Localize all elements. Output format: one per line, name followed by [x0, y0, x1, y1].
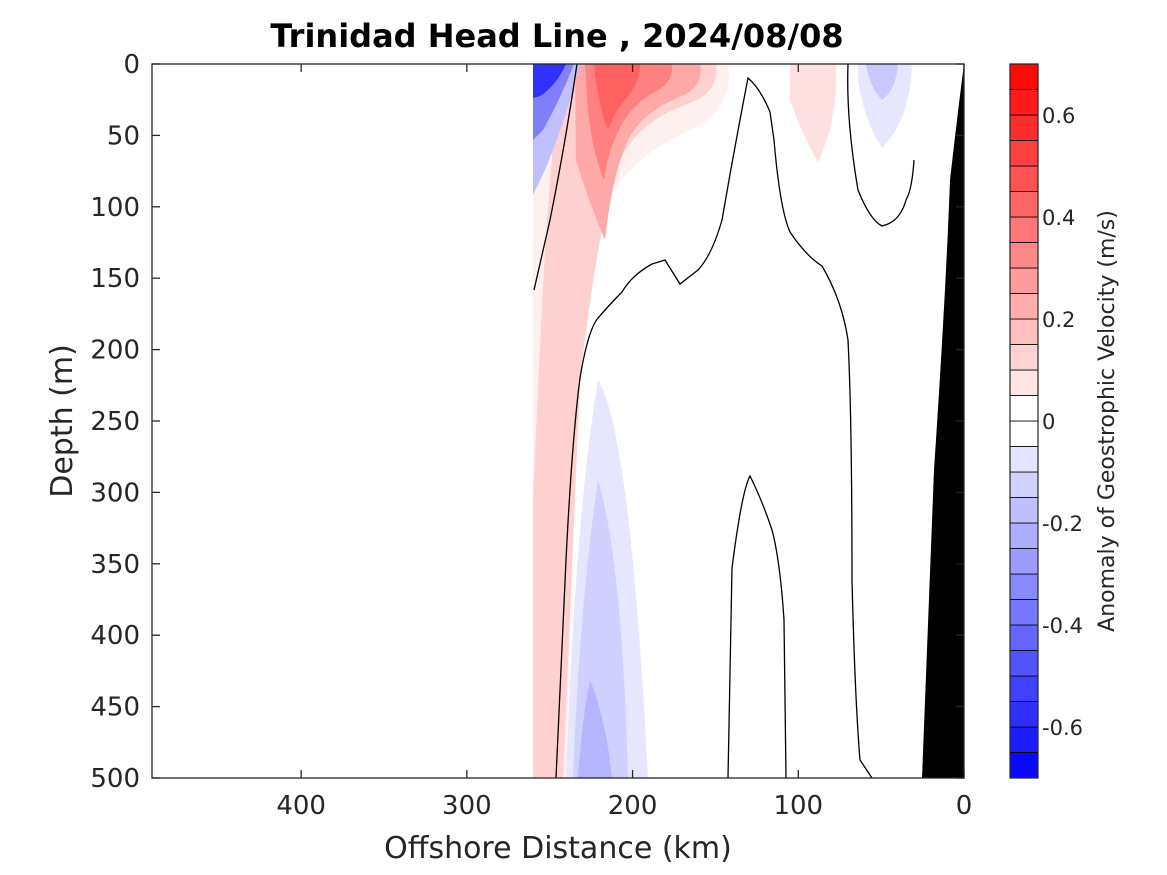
- colorbar-swatch: [1009, 140, 1039, 167]
- bathymetry: [922, 64, 964, 778]
- zero-contour-lines: [533, 63, 915, 779]
- y-axis-ticks: 0 50 100 150 200 250 300 350 400 450 500: [90, 50, 964, 794]
- colorbar: 0.6 0.4 0.2 0 -0.2 -0.4 -0.6: [1009, 63, 1083, 779]
- contour-line-inner-deep: [727, 474, 787, 779]
- y-tick-label: 350: [90, 550, 140, 580]
- velocity-contour-fills: [533, 64, 912, 778]
- colorbar-swatch: [1009, 497, 1039, 524]
- contour-line-surface-right: [847, 63, 915, 227]
- colorbar-tick-label: 0: [1042, 410, 1055, 434]
- positive-band-medium: [533, 64, 717, 778]
- x-axis-label: Offshore Distance (km): [384, 831, 732, 866]
- colorbar-swatch: [1009, 548, 1039, 575]
- surface-positive-patch: [790, 64, 837, 162]
- colorbar-swatch: [1009, 165, 1039, 192]
- x-tick-label: 0: [956, 791, 973, 821]
- colorbar-swatch: [1009, 369, 1039, 396]
- colorbar-swatch: [1009, 89, 1039, 116]
- deep-negative-strong: [578, 680, 612, 778]
- colorbar-swatch: [1009, 267, 1039, 294]
- colorbar-swatch: [1009, 63, 1039, 90]
- x-tick-label: 100: [773, 791, 823, 821]
- surface-negative-patch-core: [866, 64, 898, 100]
- colorbar-swatch: [1009, 318, 1039, 345]
- colorbar-tick-label: 0.6: [1042, 104, 1075, 128]
- surface-negative-patch-light: [858, 64, 912, 148]
- colorbar-swatch: [1009, 395, 1039, 422]
- colorbar-swatch: [1009, 420, 1039, 447]
- colorbar-swatch: [1009, 293, 1039, 320]
- negative-surface-strong: [533, 64, 566, 98]
- y-tick-label: 200: [90, 336, 140, 366]
- colorbar-swatch: [1009, 726, 1039, 753]
- colorbar-swatch: [1009, 599, 1039, 626]
- colorbar-swatch: [1009, 701, 1039, 728]
- y-tick-label: 50: [107, 121, 140, 151]
- y-tick-label: 400: [90, 621, 140, 651]
- colorbar-tick-label: -0.6: [1042, 716, 1083, 740]
- positive-jet-core-max: [594, 64, 640, 130]
- y-tick-label: 450: [90, 693, 140, 723]
- y-axis-label: Depth (m): [45, 344, 80, 498]
- colorbar-swatch: [1009, 650, 1039, 677]
- colorbar-swatch: [1009, 216, 1039, 243]
- y-tick-label: 250: [90, 407, 140, 437]
- colorbar-swatch: [1009, 573, 1039, 600]
- colorbar-tick-label: 0.2: [1042, 308, 1075, 332]
- x-tick-label: 200: [608, 791, 658, 821]
- plot-area: 400 300 200 100 0 0 50 100 150 200 250 300 350 400 45…: [90, 50, 972, 821]
- colorbar-label: Anomaly of Geostrophic Velocity (m/s): [1095, 210, 1120, 632]
- colorbar-tick-label: -0.2: [1042, 512, 1083, 536]
- y-tick-label: 100: [90, 193, 140, 223]
- colorbar-tick-label: -0.4: [1042, 614, 1083, 638]
- y-tick-label: 500: [90, 764, 140, 794]
- colorbar-swatch: [1009, 471, 1039, 498]
- contour-line-main: [555, 76, 873, 779]
- colorbar-swatch: [1009, 624, 1039, 651]
- colorbar-swatch: [1009, 114, 1039, 141]
- y-tick-label: 300: [90, 478, 140, 508]
- x-tick-label: 400: [276, 791, 326, 821]
- colorbar-swatch: [1009, 675, 1039, 702]
- colorbar-tick-label: 0.4: [1042, 206, 1075, 230]
- contour-line-jet-edge: [533, 63, 578, 291]
- colorbar-swatch: [1009, 344, 1039, 371]
- chart-title: Trinidad Head Line , 2024/08/08: [270, 17, 843, 55]
- colorbar-swatch: [1009, 242, 1039, 269]
- colorbar-swatch: [1009, 191, 1039, 218]
- colorbar-swatch: [1009, 522, 1039, 549]
- y-tick-label: 150: [90, 264, 140, 294]
- y-tick-label: 0: [123, 50, 140, 80]
- colorbar-swatch: [1009, 752, 1039, 779]
- colorbar-frame: [1009, 63, 1039, 779]
- x-tick-label: 300: [442, 791, 492, 821]
- x-axis-ticks: 400 300 200 100 0: [276, 64, 972, 821]
- colorbar-swatch: [1009, 446, 1039, 473]
